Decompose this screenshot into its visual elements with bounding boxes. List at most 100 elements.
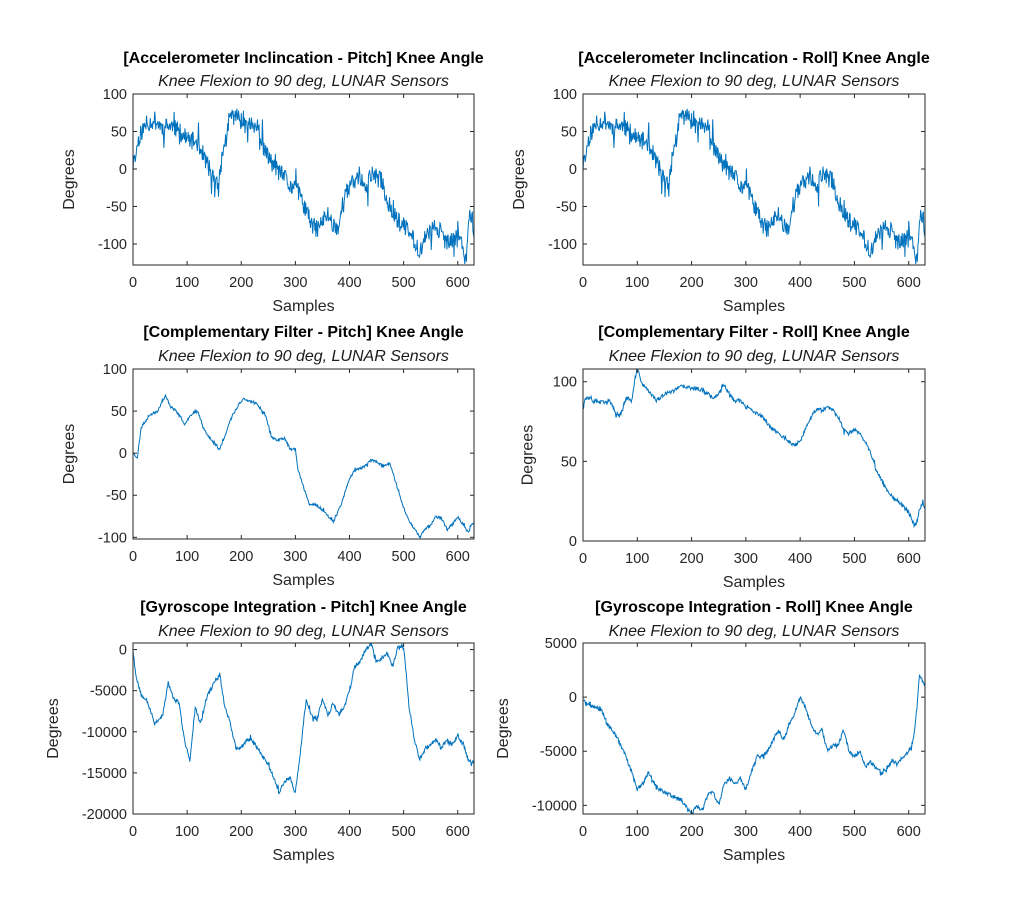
x-tick-label: 600 bbox=[897, 824, 921, 840]
x-axis-label: Samples bbox=[272, 572, 334, 589]
plot-area bbox=[132, 642, 475, 815]
x-tick-label: 0 bbox=[129, 275, 137, 291]
plot-area bbox=[132, 93, 475, 266]
x-tick-label: 600 bbox=[446, 824, 470, 840]
x-tick-label: 100 bbox=[625, 551, 649, 567]
x-tick-label: 500 bbox=[842, 824, 866, 840]
chart-subtitle: Knee Flexion to 90 deg, LUNAR Sensors bbox=[158, 348, 449, 365]
y-axis-label: Degrees bbox=[495, 698, 512, 758]
y-tick-label: -100 bbox=[98, 237, 127, 253]
series-line-1 bbox=[583, 108, 925, 265]
y-axis-label: Degrees bbox=[519, 425, 536, 485]
x-axis-label: Samples bbox=[723, 847, 785, 864]
axes-box bbox=[132, 642, 475, 815]
x-tick-label: 400 bbox=[788, 824, 812, 840]
chart-title: [Gyroscope Integration - Pitch] Knee Ang… bbox=[140, 599, 467, 616]
y-tick-label: 50 bbox=[111, 404, 127, 420]
chart-title: [Gyroscope Integration - Roll] Knee Angl… bbox=[595, 599, 913, 616]
y-tick-label: 0 bbox=[119, 643, 127, 659]
series-line-1 bbox=[583, 674, 925, 814]
y-axis-label: Degrees bbox=[61, 424, 78, 484]
x-tick-label: 500 bbox=[842, 275, 866, 291]
x-tick-label: 500 bbox=[392, 549, 416, 565]
y-tick-label: -50 bbox=[106, 200, 127, 216]
y-tick-label: 100 bbox=[553, 87, 577, 103]
chart-title: [Complementary Filter - Pitch] Knee Angl… bbox=[143, 324, 463, 341]
x-tick-label: 200 bbox=[679, 551, 703, 567]
y-tick-label: -10000 bbox=[532, 798, 577, 814]
series-line-1 bbox=[583, 369, 925, 529]
x-tick-label: 400 bbox=[337, 275, 361, 291]
plot-area bbox=[582, 642, 926, 815]
y-tick-label: -5000 bbox=[90, 684, 127, 700]
chart-panel-gyro-pitch: [Gyroscope Integration - Pitch] Knee Ang… bbox=[45, 599, 475, 864]
x-tick-label: 200 bbox=[229, 275, 253, 291]
x-tick-label: 400 bbox=[337, 549, 361, 565]
chart-panel-acc-roll: [Accelerometer Inclincation - Roll] Knee… bbox=[511, 50, 930, 315]
axes-box bbox=[582, 642, 926, 815]
x-axis-label: Samples bbox=[272, 298, 334, 315]
y-tick-label: 5000 bbox=[545, 636, 577, 652]
x-tick-label: 400 bbox=[788, 275, 812, 291]
x-tick-label: 600 bbox=[897, 275, 921, 291]
y-tick-label: 100 bbox=[553, 375, 577, 391]
x-tick-label: 0 bbox=[129, 824, 137, 840]
x-tick-label: 200 bbox=[229, 824, 253, 840]
x-tick-label: 400 bbox=[337, 824, 361, 840]
x-tick-label: 0 bbox=[579, 824, 587, 840]
x-tick-label: 500 bbox=[842, 551, 866, 567]
x-tick-label: 500 bbox=[392, 275, 416, 291]
x-tick-label: 300 bbox=[283, 275, 307, 291]
x-tick-label: 0 bbox=[579, 551, 587, 567]
chart-title: [Accelerometer Inclincation - Pitch] Kne… bbox=[123, 50, 483, 67]
y-tick-label: 0 bbox=[569, 690, 577, 706]
chart-subtitle: Knee Flexion to 90 deg, LUNAR Sensors bbox=[158, 623, 449, 640]
chart-panel-acc-pitch: [Accelerometer Inclincation - Pitch] Kne… bbox=[61, 50, 484, 315]
series-line-1 bbox=[133, 393, 474, 539]
chart-panel-comp-pitch: [Complementary Filter - Pitch] Knee Angl… bbox=[61, 324, 475, 589]
x-axis-label: Samples bbox=[272, 847, 334, 864]
y-tick-label: -50 bbox=[556, 200, 577, 216]
x-tick-label: 100 bbox=[175, 549, 199, 565]
x-tick-label: 300 bbox=[734, 551, 758, 567]
x-tick-label: 600 bbox=[446, 275, 470, 291]
chart-subtitle: Knee Flexion to 90 deg, LUNAR Sensors bbox=[609, 73, 900, 90]
x-tick-label: 600 bbox=[446, 549, 470, 565]
y-axis-label: Degrees bbox=[511, 149, 528, 209]
y-tick-label: -50 bbox=[106, 488, 127, 504]
x-tick-label: 300 bbox=[734, 275, 758, 291]
y-tick-label: 100 bbox=[103, 87, 127, 103]
y-tick-label: -10000 bbox=[82, 725, 127, 741]
chart-title: [Complementary Filter - Roll] Knee Angle bbox=[598, 324, 910, 341]
x-tick-label: 400 bbox=[788, 551, 812, 567]
x-tick-label: 500 bbox=[392, 824, 416, 840]
x-tick-label: 100 bbox=[625, 275, 649, 291]
y-tick-label: -15000 bbox=[82, 766, 127, 782]
y-axis-label: Degrees bbox=[45, 698, 62, 758]
x-tick-label: 100 bbox=[175, 275, 199, 291]
x-tick-label: 300 bbox=[734, 824, 758, 840]
axes-box bbox=[132, 93, 475, 266]
y-tick-label: 0 bbox=[119, 446, 127, 462]
chart-title: [Accelerometer Inclincation - Roll] Knee… bbox=[578, 50, 930, 67]
axes-box bbox=[582, 93, 926, 266]
y-tick-label: 0 bbox=[119, 162, 127, 178]
x-tick-label: 200 bbox=[229, 549, 253, 565]
axes-box bbox=[132, 368, 475, 540]
x-tick-label: 600 bbox=[897, 551, 921, 567]
x-tick-label: 100 bbox=[625, 824, 649, 840]
y-tick-label: 50 bbox=[561, 454, 577, 470]
chart-subtitle: Knee Flexion to 90 deg, LUNAR Sensors bbox=[158, 73, 449, 90]
x-tick-label: 0 bbox=[129, 549, 137, 565]
x-axis-label: Samples bbox=[723, 574, 785, 591]
chart-panel-gyro-roll: [Gyroscope Integration - Roll] Knee Angl… bbox=[495, 599, 926, 864]
chart-panel-comp-roll: [Complementary Filter - Roll] Knee Angle… bbox=[519, 324, 926, 591]
series-line-1 bbox=[133, 108, 474, 265]
x-tick-label: 100 bbox=[175, 824, 199, 840]
y-tick-label: 100 bbox=[103, 362, 127, 378]
x-tick-label: 200 bbox=[679, 275, 703, 291]
x-tick-label: 300 bbox=[283, 549, 307, 565]
x-axis-label: Samples bbox=[723, 298, 785, 315]
y-tick-label: -5000 bbox=[540, 744, 577, 760]
